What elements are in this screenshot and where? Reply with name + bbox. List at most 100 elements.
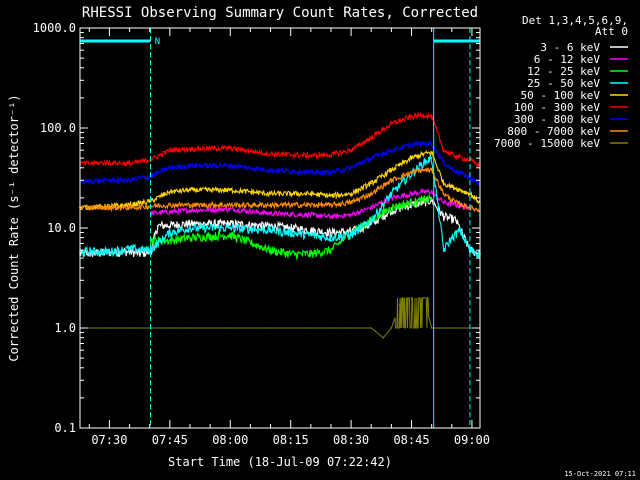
data-point (455, 187, 457, 189)
data-point (128, 327, 131, 329)
data-point (108, 206, 111, 209)
y-axis-label: Corrected Count Rate (s⁻¹ detector⁻¹) (7, 94, 21, 361)
data-point (451, 236, 453, 239)
data-point (410, 201, 413, 204)
data-point (410, 115, 413, 118)
data-point (156, 225, 159, 227)
data-point (108, 161, 111, 164)
data-point (430, 169, 433, 171)
data-point (229, 227, 232, 229)
data-point (382, 336, 385, 339)
data-point (269, 204, 272, 206)
data-point (169, 149, 171, 151)
data-point (390, 123, 393, 125)
data-point (410, 297, 413, 299)
data-point (330, 154, 332, 156)
data-point (128, 179, 131, 182)
data-point (350, 214, 352, 216)
data-point (442, 215, 445, 218)
series-line (79, 153, 481, 258)
data-point (189, 227, 191, 229)
data-point (430, 157, 433, 159)
data-point (108, 250, 111, 253)
data-point (455, 204, 457, 206)
data-point (370, 219, 373, 221)
data-point (330, 215, 332, 218)
data-point (169, 191, 171, 193)
data-point (149, 249, 152, 251)
legend-label: 7000 - 15000 keV (494, 137, 600, 150)
data-point (410, 143, 413, 146)
data-point (410, 171, 413, 174)
legend-header: Det 1,3,4,5,6,9, (522, 14, 628, 27)
data-point (269, 169, 272, 171)
data-point (469, 249, 471, 251)
data-point (229, 234, 232, 236)
series-line (79, 149, 481, 211)
data-point (430, 142, 433, 145)
data-point (269, 212, 272, 215)
data-point (422, 169, 425, 171)
data-point (330, 204, 332, 206)
data-point (229, 147, 232, 149)
data-point (442, 193, 445, 195)
data-point (390, 169, 393, 171)
x-tick-label: 08:00 (212, 433, 248, 447)
data-point (430, 151, 433, 154)
data-point (138, 253, 141, 255)
data-point (430, 115, 433, 118)
night-marker-label: N (155, 37, 160, 47)
series-5 (79, 111, 481, 168)
x-tick-label: 07:45 (152, 433, 188, 447)
data-point (310, 214, 312, 216)
data-point (442, 201, 445, 204)
x-axis-label: Start Time (18-Jul-09 07:22:42) (168, 455, 392, 469)
data-point (330, 249, 332, 251)
data-point (189, 223, 191, 225)
data-point (370, 327, 373, 329)
data-point (229, 189, 232, 191)
data-point (310, 327, 312, 329)
data-point (169, 204, 171, 206)
data-point (229, 208, 232, 210)
x-tick-label: 07:30 (91, 433, 127, 447)
data-point (330, 236, 332, 239)
series-layer (79, 111, 481, 339)
data-point (422, 142, 425, 145)
data-point (229, 164, 232, 167)
legend-label: 25 - 50 keV (527, 77, 600, 90)
data-point (410, 157, 413, 159)
data-point (390, 149, 393, 151)
legend-label: 100 - 300 keV (514, 101, 600, 114)
data-point (189, 189, 191, 191)
data-point (330, 195, 332, 197)
data-point (310, 171, 312, 174)
legend-label: 3 - 6 keV (540, 41, 600, 54)
legend-label: 800 - 7000 keV (507, 125, 600, 138)
data-point (350, 327, 352, 329)
series-6 (79, 139, 481, 187)
legend-label: 50 - 100 keV (521, 89, 601, 102)
data-point (189, 327, 191, 329)
y-tick-label: 1000.0 (33, 21, 76, 35)
series-7 (79, 166, 481, 213)
data-point (310, 204, 312, 206)
data-point (169, 167, 171, 169)
data-point (350, 201, 352, 204)
data-point (430, 327, 433, 329)
data-point (422, 199, 425, 201)
series-2 (149, 194, 433, 261)
data-point (269, 153, 272, 155)
night-bar (80, 39, 151, 43)
data-point (269, 327, 272, 329)
data-point (310, 253, 312, 255)
data-point (310, 193, 312, 195)
legend-header: Att 0 (595, 25, 628, 38)
data-point (442, 161, 445, 164)
data-point (469, 176, 471, 179)
data-point (455, 155, 457, 158)
series-4 (79, 149, 481, 211)
data-point (330, 231, 332, 234)
data-point (438, 327, 441, 329)
